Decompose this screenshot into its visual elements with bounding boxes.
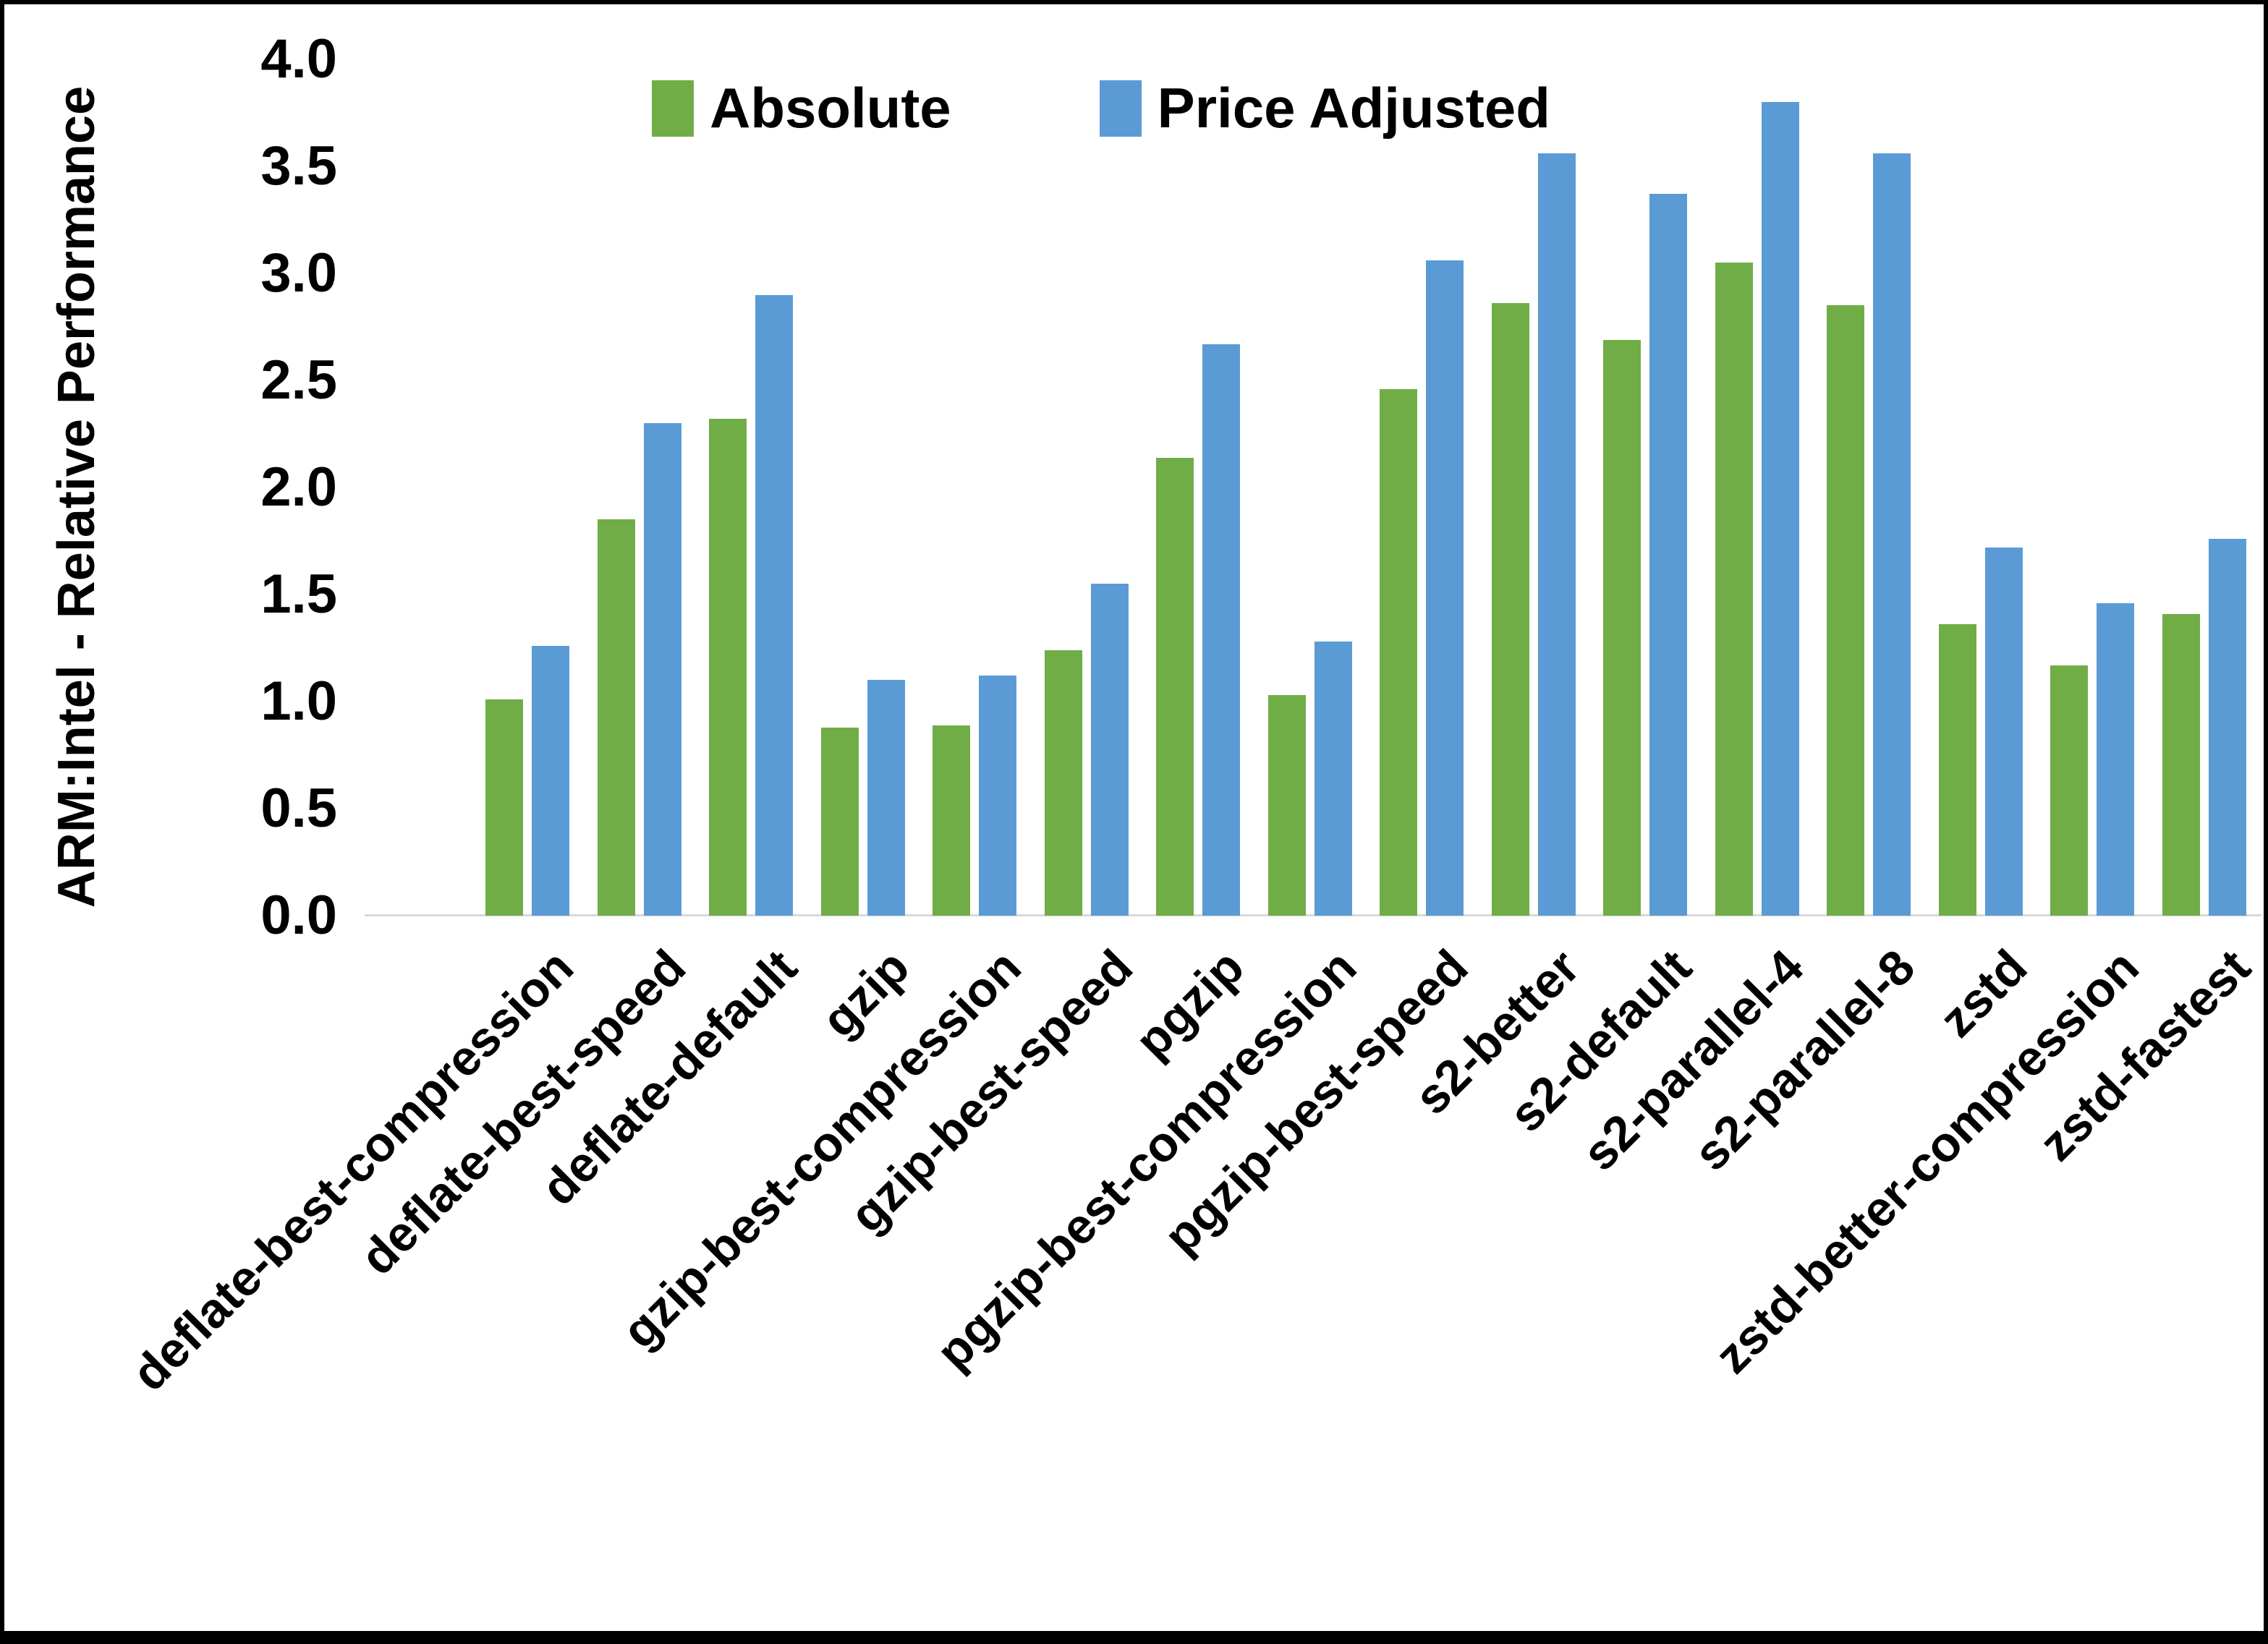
x-axis-line: [365, 914, 2261, 916]
y-tick-label: 0.0: [260, 885, 337, 946]
bar-absolute-gzip: [821, 728, 859, 916]
x-axis-label: deflate-best-compression: [122, 939, 585, 1402]
y-tick-label: 3.5: [260, 135, 337, 197]
bar-absolute-zstd-better-compression: [2050, 665, 2088, 916]
bar-price-adjusted-zstd: [1985, 548, 2023, 916]
legend-label-price-adjusted: Price Adjusted: [1157, 76, 1550, 140]
bar-absolute-pgzip-best-compression: [1268, 695, 1306, 916]
bar-price-adjusted-s2-parallel-8: [1873, 153, 1911, 916]
bar-price-adjusted-pgzip: [1202, 344, 1240, 916]
bar-absolute-s2-default: [1603, 340, 1641, 916]
bar-price-adjusted-deflate-default: [755, 295, 793, 916]
bar-absolute-deflate-default: [709, 419, 747, 916]
bar-absolute-s2-better: [1492, 303, 1529, 916]
bar-absolute-s2-parallel-4: [1715, 263, 1753, 916]
bar-price-adjusted-gzip: [867, 680, 905, 916]
bar-price-adjusted-s2-default: [1649, 194, 1687, 916]
legend: Absolute Price Adjusted: [652, 75, 1550, 141]
bar-price-adjusted-s2-parallel-4: [1762, 102, 1799, 916]
legend-label-absolute: Absolute: [710, 76, 951, 140]
bar-price-adjusted-zstd-fastest: [2209, 539, 2246, 916]
y-tick-label: 4.0: [260, 28, 337, 90]
bar-absolute-gzip-best-compression: [933, 725, 970, 916]
y-tick-label: 1.5: [260, 563, 337, 625]
legend-item-price-adjusted: Price Adjusted: [1099, 75, 1550, 141]
bar-price-adjusted-gzip-best-compression: [979, 676, 1016, 916]
bar-price-adjusted-pgzip-best-speed: [1426, 260, 1464, 916]
bar-absolute-gzip-best-speed: [1045, 650, 1082, 916]
bar-absolute-pgzip: [1156, 458, 1194, 916]
y-tick-label: 1.0: [260, 670, 337, 732]
bar-price-adjusted-s2-better: [1538, 153, 1576, 916]
bar-price-adjusted-gzip-best-speed: [1091, 584, 1129, 916]
bar-absolute-zstd-fastest: [2162, 614, 2200, 916]
y-axis-title: ARM:Intel - Relative Performance: [48, 85, 106, 908]
bar-absolute-pgzip-best-speed: [1380, 389, 1417, 916]
price-adjusted-series-swatch-icon: [1099, 80, 1142, 137]
bar-absolute-s2-parallel-8: [1827, 305, 1864, 916]
legend-item-absolute: Absolute: [652, 75, 951, 141]
y-tick-label: 3.0: [260, 242, 337, 304]
bar-absolute-deflate-best-speed: [598, 519, 635, 916]
bar-price-adjusted-pgzip-best-compression: [1314, 642, 1352, 916]
y-tick-label: 0.5: [260, 778, 337, 839]
y-tick-label: 2.5: [260, 349, 337, 411]
bar-absolute-deflate-best-compression: [485, 699, 523, 916]
bar-price-adjusted-deflate-best-compression: [532, 646, 569, 916]
absolute-series-swatch-icon: [652, 80, 694, 137]
bar-price-adjusted-zstd-better-compression: [2097, 603, 2134, 916]
plot-area: ARM:Intel - Relative Performance 4.0 3.5 3…: [4, 4, 2264, 1631]
bar-price-adjusted-deflate-best-speed: [644, 423, 681, 916]
y-tick-label: 2.0: [260, 456, 337, 518]
bar-absolute-zstd: [1939, 624, 1976, 916]
